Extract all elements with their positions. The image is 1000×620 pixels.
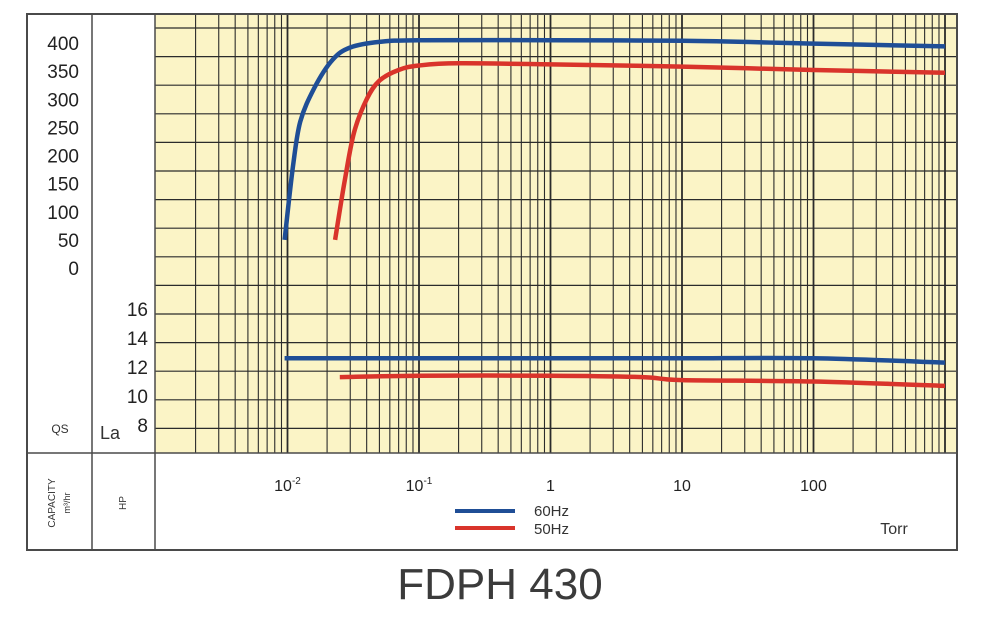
capacity-label: CAPACITY (47, 478, 58, 528)
legend-label-60hz: 60Hz (534, 503, 569, 520)
upper-y-tick-label: 350 (47, 62, 79, 83)
lower-y-label: La (100, 423, 121, 443)
chart-frame (26, 13, 958, 551)
legend: 60Hz 50Hz (455, 503, 569, 538)
lower-y-axis: 16 14 12 10 8 (127, 300, 149, 437)
lower-y-tick-label: 16 (127, 300, 148, 321)
upper-y-tick-label: 400 (47, 34, 79, 55)
upper-series-line-50hz (332, 61, 946, 241)
x-axis: 10-2 10-1 1 10 100 (274, 476, 827, 495)
chart-title: FDPH 430 (397, 560, 603, 609)
upper-series-line-60hz (282, 37, 946, 241)
upper-y-tick-label: 0 (68, 259, 79, 280)
lower-y-tick-label: 10 (127, 387, 148, 408)
upper-y-tick-label: 250 (47, 118, 79, 139)
upper-y-tick-label: 200 (47, 147, 79, 168)
lower-series-line-50hz (339, 373, 946, 389)
upper-y-axis: 400 350 300 250 200 150 100 50 0 (47, 34, 79, 280)
outer-border (26, 13, 958, 551)
x-unit-label: Torr (880, 521, 908, 538)
capacity-unit-label: m³/hr (62, 493, 72, 514)
upper-y-tick-label: 50 (58, 231, 79, 252)
x-tick-label: 10 (673, 478, 691, 495)
hp-label: HP (118, 496, 129, 510)
upper-y-tick-label: 150 (47, 175, 79, 196)
x-tick-label: 100 (800, 478, 827, 495)
x-tick-label: 10-2 (274, 476, 301, 495)
series-lines (282, 37, 946, 389)
upper-y-label: QS (51, 422, 68, 436)
lower-y-tick-label: 12 (127, 358, 148, 379)
lower-series-line-60hz (284, 355, 946, 365)
lower-y-tick-label: 14 (127, 329, 149, 350)
upper-y-tick-label: 100 (47, 203, 79, 224)
upper-y-tick-label: 300 (47, 90, 79, 111)
x-tick-label: 10-1 (406, 476, 433, 495)
x-tick-label: 1 (546, 478, 555, 495)
lower-y-tick-label: 8 (137, 416, 148, 437)
legend-label-50hz: 50Hz (534, 521, 569, 538)
grid-lines (155, 14, 957, 453)
